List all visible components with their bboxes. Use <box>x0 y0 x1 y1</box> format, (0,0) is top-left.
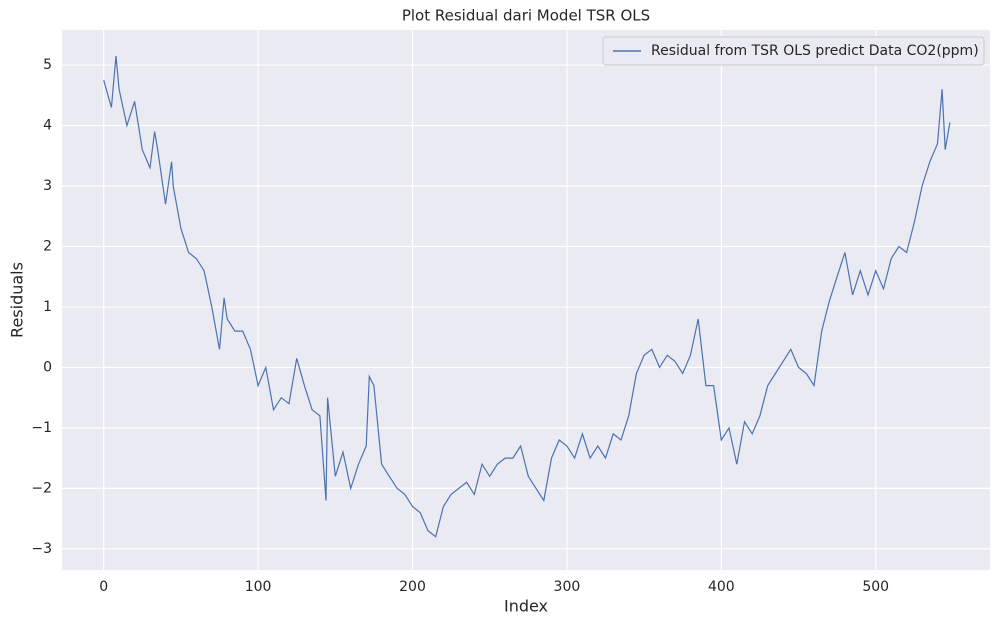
y-tick-label: 5 <box>43 57 52 73</box>
y-tick-label: 1 <box>43 299 52 315</box>
x-tick-label: 500 <box>862 579 889 595</box>
x-tick-label: 100 <box>245 579 272 595</box>
y-axis-label: Residuals <box>8 262 27 338</box>
y-tick-label: 2 <box>43 238 52 254</box>
x-tick-label: 200 <box>399 579 426 595</box>
chart-title: Plot Residual dari Model TSR OLS <box>402 7 650 25</box>
plot-area <box>62 30 990 570</box>
y-tick-label: −3 <box>31 541 52 557</box>
data-line <box>103 55 951 538</box>
x-tick-label: 400 <box>708 579 735 595</box>
y-tick-label: −1 <box>31 420 52 436</box>
y-tick-label: 0 <box>43 359 52 375</box>
legend-label: Residual from TSR OLS predict Data CO2(p… <box>651 43 979 59</box>
x-tick-label: 300 <box>554 579 581 595</box>
x-tick-label: 0 <box>99 579 108 595</box>
y-tick-label: −2 <box>31 480 52 496</box>
x-axis-label: Index <box>504 597 548 616</box>
y-tick-label: 4 <box>43 118 52 134</box>
legend-box <box>602 36 985 66</box>
y-tick-label: 3 <box>43 178 52 194</box>
